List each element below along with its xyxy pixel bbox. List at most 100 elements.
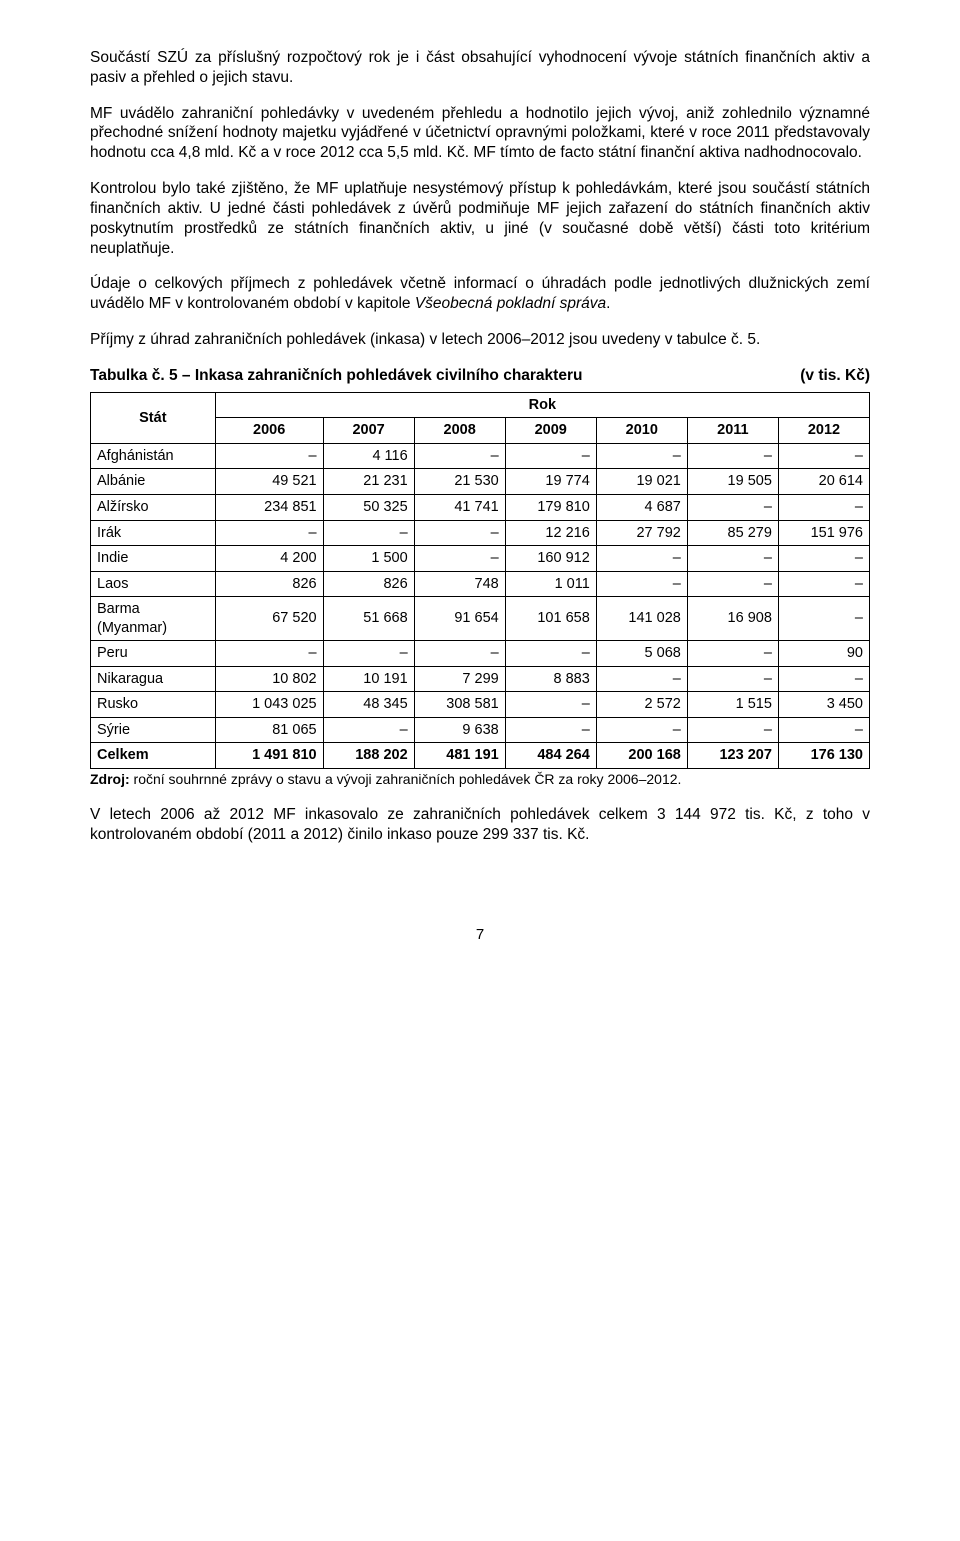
- cell: –: [778, 443, 869, 469]
- cell: 4 687: [596, 494, 687, 520]
- totals-cell: 123 207: [687, 743, 778, 769]
- cell: –: [215, 520, 323, 546]
- table-row: Sýrie81 065–9 638––––: [91, 717, 870, 743]
- cell: 4 116: [323, 443, 414, 469]
- cell: 16 908: [687, 597, 778, 641]
- table-row-totals: Celkem1 491 810188 202481 191484 264200 …: [91, 743, 870, 769]
- cell: –: [215, 443, 323, 469]
- paragraph-5: Příjmy z úhrad zahraničních pohledávek (…: [90, 330, 870, 350]
- paragraph-2: MF uvádělo zahraniční pohledávky v uvede…: [90, 104, 870, 163]
- cell: 2 572: [596, 692, 687, 718]
- totals-cell: 200 168: [596, 743, 687, 769]
- cell: 91 654: [414, 597, 505, 641]
- cell: 27 792: [596, 520, 687, 546]
- cell: –: [596, 717, 687, 743]
- cell: –: [778, 494, 869, 520]
- cell: –: [687, 494, 778, 520]
- cell: –: [215, 641, 323, 667]
- cell: –: [596, 443, 687, 469]
- row-label: Nikaragua: [91, 666, 216, 692]
- totals-cell: 176 130: [778, 743, 869, 769]
- row-label: Peru: [91, 641, 216, 667]
- table-row: Afghánistán–4 116–––––: [91, 443, 870, 469]
- col-header-state: Stát: [91, 392, 216, 443]
- cell: –: [687, 666, 778, 692]
- source-prefix: Zdroj:: [90, 771, 134, 787]
- paragraph-1: Součástí SZÚ za příslušný rozpočtový rok…: [90, 48, 870, 88]
- cell: 21 530: [414, 469, 505, 495]
- cell: 1 011: [505, 571, 596, 597]
- col-year-2: 2008: [414, 418, 505, 444]
- table-body: Afghánistán–4 116–––––Albánie49 52121 23…: [91, 443, 870, 768]
- table-title-left: Tabulka č. 5 – Inkasa zahraničních pohle…: [90, 366, 582, 386]
- cell: –: [323, 717, 414, 743]
- cell: 9 638: [414, 717, 505, 743]
- cell: –: [505, 717, 596, 743]
- source-text: roční souhrnné zprávy o stavu a vývoji z…: [134, 771, 682, 787]
- cell: 1 500: [323, 546, 414, 572]
- table-source: Zdroj: roční souhrnné zprávy o stavu a v…: [90, 771, 870, 789]
- table-row: Indie4 2001 500–160 912–––: [91, 546, 870, 572]
- col-year-4: 2010: [596, 418, 687, 444]
- row-label: Barma(Myanmar): [91, 597, 216, 641]
- cell: 151 976: [778, 520, 869, 546]
- cell: 101 658: [505, 597, 596, 641]
- table-head: Stát Rok 2006 2007 2008 2009 2010 2011 2…: [91, 392, 870, 443]
- cell: 41 741: [414, 494, 505, 520]
- row-label: Irák: [91, 520, 216, 546]
- col-year-5: 2011: [687, 418, 778, 444]
- cell: 141 028: [596, 597, 687, 641]
- cell: –: [596, 546, 687, 572]
- cell: –: [414, 443, 505, 469]
- cell: 12 216: [505, 520, 596, 546]
- col-header-year: Rok: [215, 392, 869, 418]
- cell: 21 231: [323, 469, 414, 495]
- row-label: Alžírsko: [91, 494, 216, 520]
- cell: 826: [215, 571, 323, 597]
- cell: 7 299: [414, 666, 505, 692]
- cell: 20 614: [778, 469, 869, 495]
- col-year-1: 2007: [323, 418, 414, 444]
- totals-label: Celkem: [91, 743, 216, 769]
- cell: –: [778, 717, 869, 743]
- totals-cell: 481 191: [414, 743, 505, 769]
- col-year-0: 2006: [215, 418, 323, 444]
- cell: –: [505, 443, 596, 469]
- table-head-row-1: Stát Rok: [91, 392, 870, 418]
- cell: 10 191: [323, 666, 414, 692]
- cell: 5 068: [596, 641, 687, 667]
- row-label: Afghánistán: [91, 443, 216, 469]
- cell: 81 065: [215, 717, 323, 743]
- totals-cell: 188 202: [323, 743, 414, 769]
- cell: 1 043 025: [215, 692, 323, 718]
- cell: 179 810: [505, 494, 596, 520]
- cell: –: [687, 571, 778, 597]
- row-label: Albánie: [91, 469, 216, 495]
- cell: –: [414, 641, 505, 667]
- table-row: Irák–––12 21627 79285 279151 976: [91, 520, 870, 546]
- totals-cell: 1 491 810: [215, 743, 323, 769]
- cell: –: [687, 641, 778, 667]
- cell: –: [505, 692, 596, 718]
- cell: –: [778, 597, 869, 641]
- table-row: Albánie49 52121 23121 53019 77419 02119 …: [91, 469, 870, 495]
- cell: –: [778, 546, 869, 572]
- cell: 308 581: [414, 692, 505, 718]
- cell: –: [505, 641, 596, 667]
- row-label: Indie: [91, 546, 216, 572]
- row-label: Sýrie: [91, 717, 216, 743]
- row-label: Laos: [91, 571, 216, 597]
- cell: –: [778, 666, 869, 692]
- table-row: Nikaragua10 80210 1917 2998 883–––: [91, 666, 870, 692]
- cell: 90: [778, 641, 869, 667]
- cell: 10 802: [215, 666, 323, 692]
- cell: 826: [323, 571, 414, 597]
- cell: –: [687, 546, 778, 572]
- inkasa-table: Stát Rok 2006 2007 2008 2009 2010 2011 2…: [90, 392, 870, 769]
- cell: 19 021: [596, 469, 687, 495]
- cell: –: [414, 520, 505, 546]
- col-year-3: 2009: [505, 418, 596, 444]
- table-row: Laos8268267481 011–––: [91, 571, 870, 597]
- cell: 1 515: [687, 692, 778, 718]
- cell: 67 520: [215, 597, 323, 641]
